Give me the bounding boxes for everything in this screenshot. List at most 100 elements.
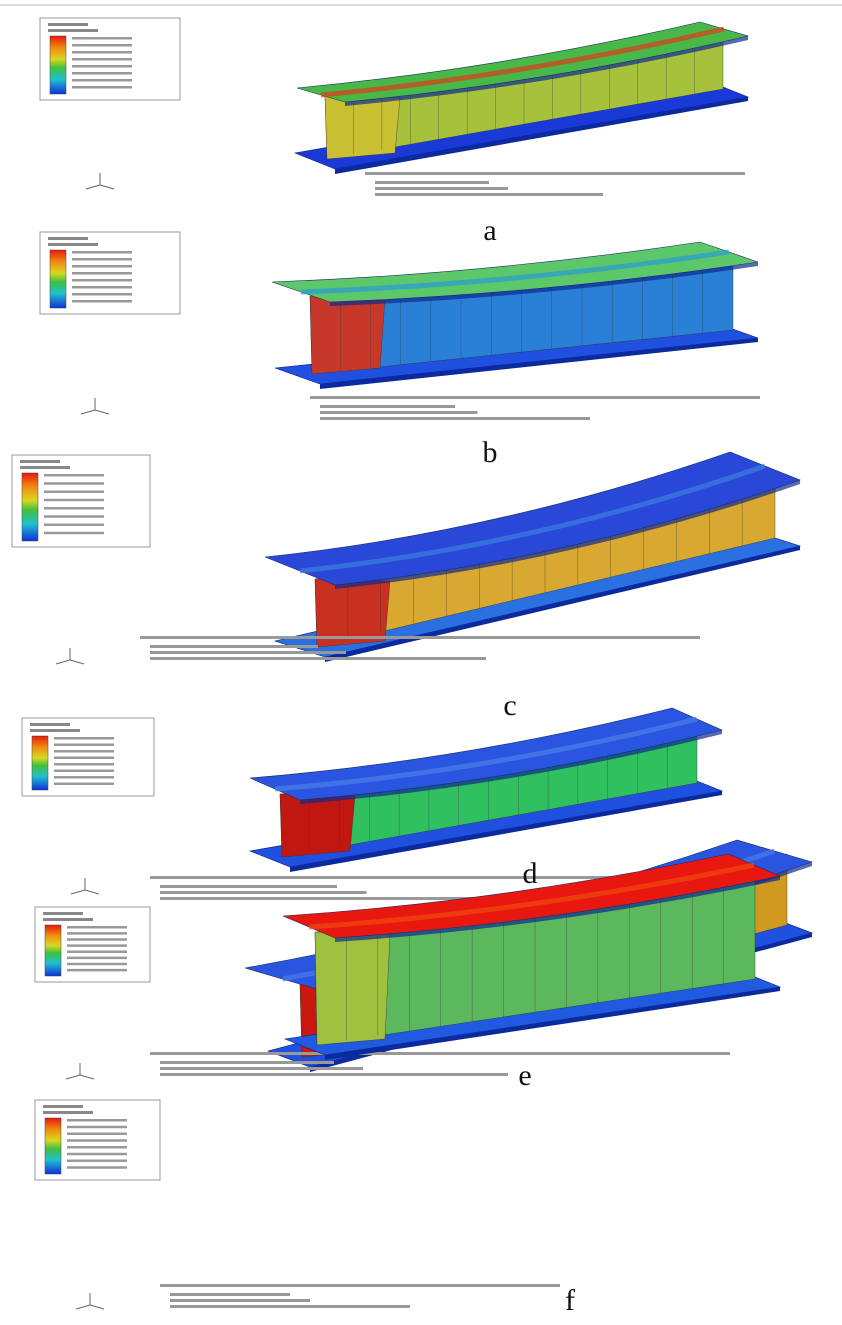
legend-tick-text — [67, 932, 127, 935]
info-text-line — [140, 636, 700, 639]
legend-tick-text — [72, 293, 132, 296]
legend-tick-text — [44, 532, 104, 535]
info-text-line — [375, 193, 603, 196]
legend-tick-text — [54, 737, 114, 740]
triad-axis — [81, 410, 95, 414]
triad-axis — [70, 660, 84, 664]
legend-tick-text — [72, 258, 132, 261]
triad-axis — [66, 1075, 80, 1079]
legend-tick-text — [67, 1119, 127, 1122]
info-text-line — [160, 891, 367, 894]
info-text-line — [170, 1299, 310, 1302]
panel-label: d — [523, 857, 538, 890]
legend-tick-text — [67, 1160, 127, 1163]
info-text-line — [320, 405, 455, 408]
panel: b — [40, 232, 760, 469]
legend-tick-text — [54, 744, 114, 747]
legend-tick-text — [67, 938, 127, 941]
legend-colorbar — [50, 36, 66, 94]
legend-tick-text — [72, 72, 132, 75]
legend-tick-text — [67, 1126, 127, 1129]
page: abcdef (() => { const data = JSON.parse(… — [0, 0, 842, 1325]
legend-tick-text — [72, 272, 132, 275]
legend-title-line — [48, 243, 98, 246]
legend-title-line — [43, 912, 83, 915]
info-text-line — [160, 1284, 560, 1287]
legend-tick-text — [72, 265, 132, 268]
info-text-line — [310, 396, 760, 399]
legend-tick-text — [72, 58, 132, 61]
web-end-region — [280, 794, 355, 857]
figure: ab c d e f — [0, 0, 842, 1325]
legend-tick-text — [54, 750, 114, 753]
triad-axis — [95, 410, 109, 414]
legend-title-line — [43, 918, 93, 921]
triad-axis — [100, 185, 114, 189]
legend-tick-text — [67, 951, 127, 954]
triad-axis — [80, 1075, 94, 1079]
panel-label: c — [503, 689, 516, 722]
legend-tick-text — [67, 1146, 127, 1149]
triad-axis — [71, 890, 85, 894]
legend-title-line — [30, 723, 70, 726]
legend-tick-text — [72, 51, 132, 54]
info-text-line — [160, 1061, 334, 1064]
legend-tick-text — [54, 770, 114, 773]
legend-tick-text — [72, 37, 132, 40]
info-text-line — [170, 1305, 410, 1308]
triad-axis — [56, 660, 70, 664]
legend-colorbar — [45, 925, 61, 976]
legend-title-line — [20, 460, 60, 463]
info-text-line — [320, 417, 590, 420]
legend-title-line — [30, 729, 80, 732]
legend-tick-text — [72, 300, 132, 303]
legend-title-line — [48, 23, 88, 26]
legend-tick-text — [72, 44, 132, 47]
legend-tick-text — [54, 783, 114, 786]
legend-tick-text — [44, 524, 104, 527]
legend-tick-text — [44, 482, 104, 485]
legend-tick-text — [44, 491, 104, 494]
triad-axis — [85, 890, 99, 894]
legend-tick-text — [72, 79, 132, 82]
legend-title-line — [48, 29, 98, 32]
info-text-line — [150, 645, 318, 648]
legend-tick-text — [72, 286, 132, 289]
legend-tick-text — [72, 279, 132, 282]
legend-colorbar — [32, 736, 48, 790]
info-text-line — [160, 1067, 363, 1070]
panel: c — [12, 452, 800, 722]
triad-axis — [90, 1305, 104, 1309]
info-text-line — [375, 181, 489, 184]
legend-tick-text — [67, 926, 127, 929]
legend-tick-text — [44, 515, 104, 518]
legend-title-line — [43, 1105, 83, 1108]
info-text-line — [150, 657, 486, 660]
panel: d — [22, 708, 740, 900]
info-text-line — [170, 1293, 290, 1296]
info-text-line — [150, 1052, 730, 1055]
legend-colorbar — [50, 250, 66, 308]
info-text-line — [365, 172, 745, 175]
legend-tick-text — [67, 1133, 127, 1136]
panel-label: a — [483, 214, 496, 247]
info-text-line — [160, 1073, 508, 1076]
legend-tick-text — [67, 1139, 127, 1142]
web-end-region — [315, 932, 390, 1045]
legend-tick-text — [67, 957, 127, 960]
panel: a — [40, 18, 748, 247]
legend-tick-text — [67, 1166, 127, 1169]
legend-tick-text — [72, 251, 132, 254]
triad-axis — [86, 185, 100, 189]
panel-label: f — [565, 1284, 575, 1317]
legend-tick-text — [72, 86, 132, 89]
legend-colorbar — [22, 473, 38, 541]
triad-axis — [76, 1305, 90, 1309]
panel-label: e — [518, 1059, 531, 1092]
legend-tick-text — [67, 944, 127, 947]
info-text-line — [150, 651, 346, 654]
info-text-line — [375, 187, 508, 190]
legend-tick-text — [72, 65, 132, 68]
web-end-region — [310, 296, 385, 374]
legend-tick-text — [44, 474, 104, 477]
